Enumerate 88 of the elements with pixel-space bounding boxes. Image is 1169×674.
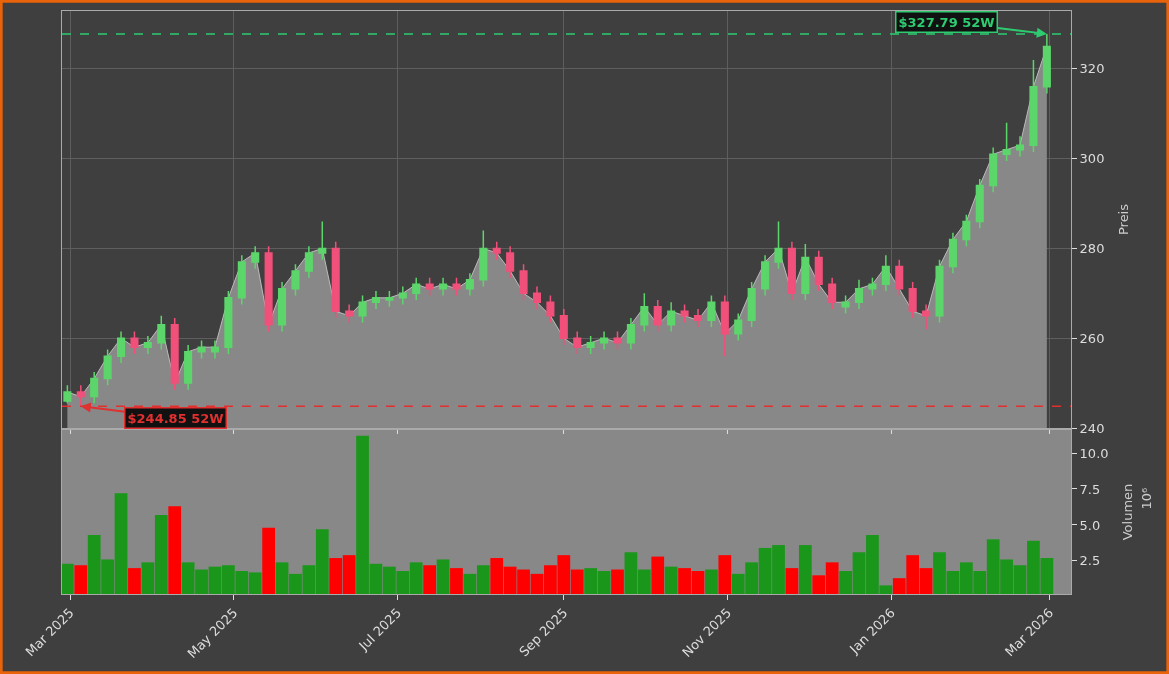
candlestick <box>653 299 662 333</box>
candlestick <box>398 285 407 306</box>
candlestick <box>720 294 729 357</box>
candlestick <box>224 290 233 355</box>
candlestick <box>667 301 676 333</box>
candlestick <box>854 279 864 310</box>
candlestick <box>425 276 434 297</box>
candlestick <box>586 335 595 355</box>
candlestick <box>532 285 542 310</box>
candlestick <box>1002 122 1011 162</box>
candlestick <box>63 384 72 405</box>
candlestick <box>291 263 300 297</box>
candlestick <box>868 276 877 297</box>
candlestick <box>573 330 582 355</box>
y-tick-label: 2.5 <box>1079 553 1101 569</box>
y-tick-label: 280 <box>1079 241 1105 256</box>
candlestick <box>210 339 219 360</box>
candlestick <box>747 281 756 328</box>
candlestick <box>331 240 340 319</box>
candlestick <box>304 245 313 279</box>
candlestick <box>143 335 152 355</box>
candlestick <box>157 315 166 351</box>
candlestick <box>881 254 890 292</box>
candlestick <box>774 220 783 270</box>
candlestick <box>1042 33 1051 95</box>
candlestick <box>278 281 287 333</box>
candlestick <box>640 292 649 333</box>
candlestick <box>345 303 354 324</box>
candlestick <box>371 290 381 310</box>
candlestick <box>546 294 555 324</box>
y-tick-label: 7.5 <box>1079 481 1101 497</box>
candlestick <box>197 339 206 360</box>
annotation: $327.79 52W <box>898 14 995 30</box>
candlestick <box>1029 59 1038 153</box>
candlestick <box>76 384 85 407</box>
candlestick <box>452 276 461 297</box>
candlestick <box>922 303 931 330</box>
y-axis-title: Volumen <box>1120 483 1136 541</box>
candlestick <box>613 330 622 351</box>
candlestick <box>989 146 998 194</box>
candlestick <box>935 258 944 324</box>
candlestick <box>734 312 743 342</box>
y-tick-label: 300 <box>1079 151 1105 167</box>
candlestick <box>465 272 474 297</box>
candlestick <box>479 229 488 288</box>
candlestick <box>439 276 448 297</box>
candlestick <box>559 308 568 346</box>
candlestick <box>251 245 260 270</box>
y-tick-label: 240 <box>1079 420 1105 436</box>
candlestick <box>814 249 823 292</box>
candlestick <box>117 330 126 364</box>
candlestick <box>506 245 515 279</box>
y-tick-label: 10.0 <box>1079 445 1109 461</box>
candlestick <box>975 178 984 229</box>
candlestick <box>801 243 810 301</box>
candlestick <box>828 276 837 310</box>
candlestick <box>184 344 193 391</box>
candlestick <box>948 231 957 274</box>
candlestick <box>841 294 850 315</box>
candlestick <box>130 330 139 355</box>
candlestick <box>170 317 179 391</box>
y-axis-title: Preis <box>1116 203 1132 236</box>
candlestick <box>787 240 796 301</box>
y-tick-label: 320 <box>1079 61 1105 77</box>
candlestick <box>237 254 246 306</box>
candlestick <box>90 371 99 405</box>
candlestick <box>492 240 501 261</box>
candlestick <box>103 348 112 387</box>
candlestick <box>600 330 609 351</box>
candlestick <box>1015 135 1025 158</box>
candlestick <box>385 290 394 308</box>
candlestick <box>358 294 367 324</box>
candlestick <box>908 281 917 319</box>
y-tick-label: 260 <box>1079 330 1105 346</box>
candlestick <box>761 254 770 297</box>
text: 10⁶ <box>1138 487 1154 510</box>
candlestick <box>519 263 528 301</box>
candlestick <box>412 276 421 301</box>
candlestick <box>680 303 689 324</box>
candlestick <box>707 294 716 328</box>
y-tick-label: 5.0 <box>1079 517 1101 533</box>
candlestick <box>626 317 635 351</box>
candlestick <box>318 220 327 261</box>
candlestick <box>693 308 703 328</box>
annotation: $244.85 52W <box>127 410 224 426</box>
candlestick <box>962 214 971 247</box>
candlestick <box>264 245 273 333</box>
candlestick <box>895 258 904 297</box>
